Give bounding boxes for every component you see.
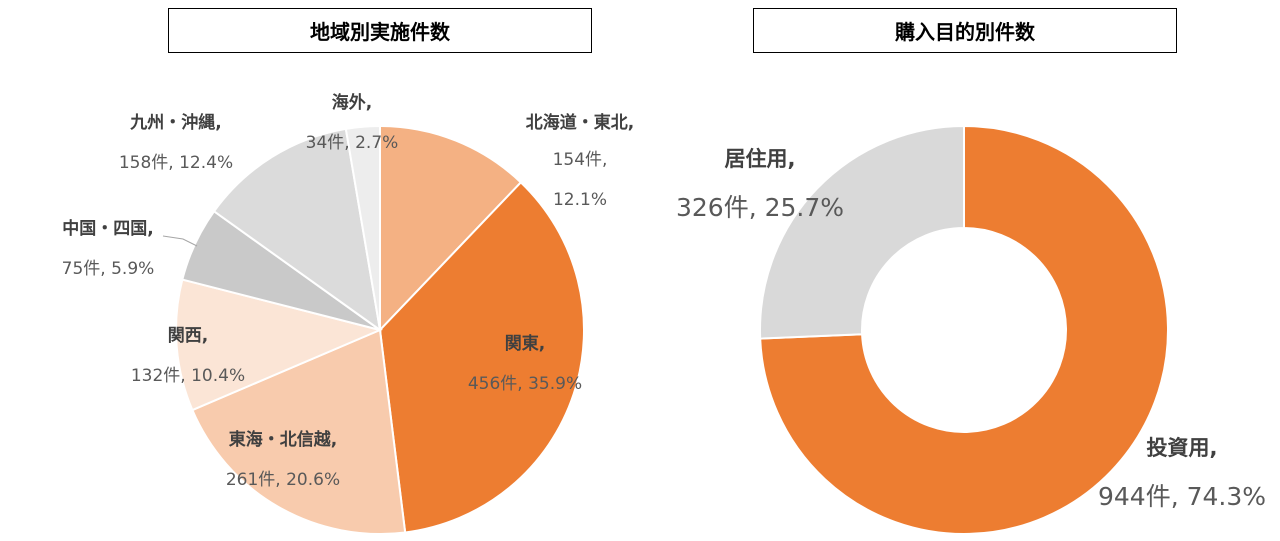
data-label-value-kanto: 456件, 35.9%: [468, 374, 582, 394]
pie-slice-kyushu-okinawa: [212, 127, 382, 333]
data-label-value-residential: 326件, 25.7%: [676, 193, 844, 222]
data-label-name-hokkaido-tohoku: 北海道・東北,: [526, 112, 634, 133]
data-label-value-kyushu-okinawa: 158件, 12.4%: [119, 153, 233, 173]
data-label-value-chugoku-shikoku: 75件, 5.9%: [62, 259, 155, 279]
data-label-value-investment: 944件, 74.3%: [1098, 482, 1266, 511]
data-label-value-kansai: 132件, 10.4%: [131, 366, 245, 386]
pie-slice-investment: [759, 124, 1169, 535]
data-label-name-chugoku-shikoku: 中国・四国,: [62, 218, 153, 239]
data-label-value-overseas: 34件, 2.7%: [306, 133, 399, 153]
regional-chart-panel: 地域別実施件数 北海道・東北, 154件, 12.1% 関東, 456件, 35.9% 東…: [62, 8, 634, 535]
pie-slice-residential: [759, 124, 965, 340]
data-label-name-overseas: 海外,: [332, 92, 372, 113]
purpose-donut-chart: 投資用, 944件, 74.3% 居住用, 326件, 25.7%: [676, 124, 1266, 535]
pie-slice-overseas: [344, 124, 381, 331]
data-label-name-kyushu-okinawa: 九州・沖縄,: [129, 112, 221, 133]
purpose-chart-panel: 購入目的別件数 投資用, 944件, 74.3% 居住用, 326件, 25.7%: [640, 0, 1280, 541]
pie-slice-hokkaido-tohoku: [379, 124, 523, 333]
data-label-name-kanto: 関東,: [505, 333, 545, 354]
pie-slice-kanto: [378, 180, 585, 534]
pie-slice-kansai: [175, 278, 384, 412]
regional-pie-chart: 北海道・東北, 154件, 12.1% 関東, 456件, 35.9% 東海・北信越, 26…: [62, 92, 634, 535]
regional-chart-title: 地域別実施件数: [168, 8, 592, 53]
leader-line-chugoku-shikoku: [162, 235, 198, 247]
data-label-name-investment: 投資用,: [1147, 436, 1218, 460]
data-label-name-kansai: 関西,: [168, 326, 208, 346]
data-label-count-hokkaido-tohoku: 154件,: [553, 150, 608, 170]
data-label-name-tokai-hokushinetsu: 東海・北信越,: [229, 429, 337, 450]
data-label-percent-hokkaido-tohoku: 12.1%: [553, 190, 607, 210]
data-label-name-residential: 居住用,: [725, 147, 796, 171]
pie-slice-tokai-hokushinetsu: [191, 328, 407, 535]
data-label-value-tokai-hokushinetsu: 261件, 20.6%: [226, 470, 340, 490]
purpose-chart-title: 購入目的別件数: [753, 8, 1177, 53]
